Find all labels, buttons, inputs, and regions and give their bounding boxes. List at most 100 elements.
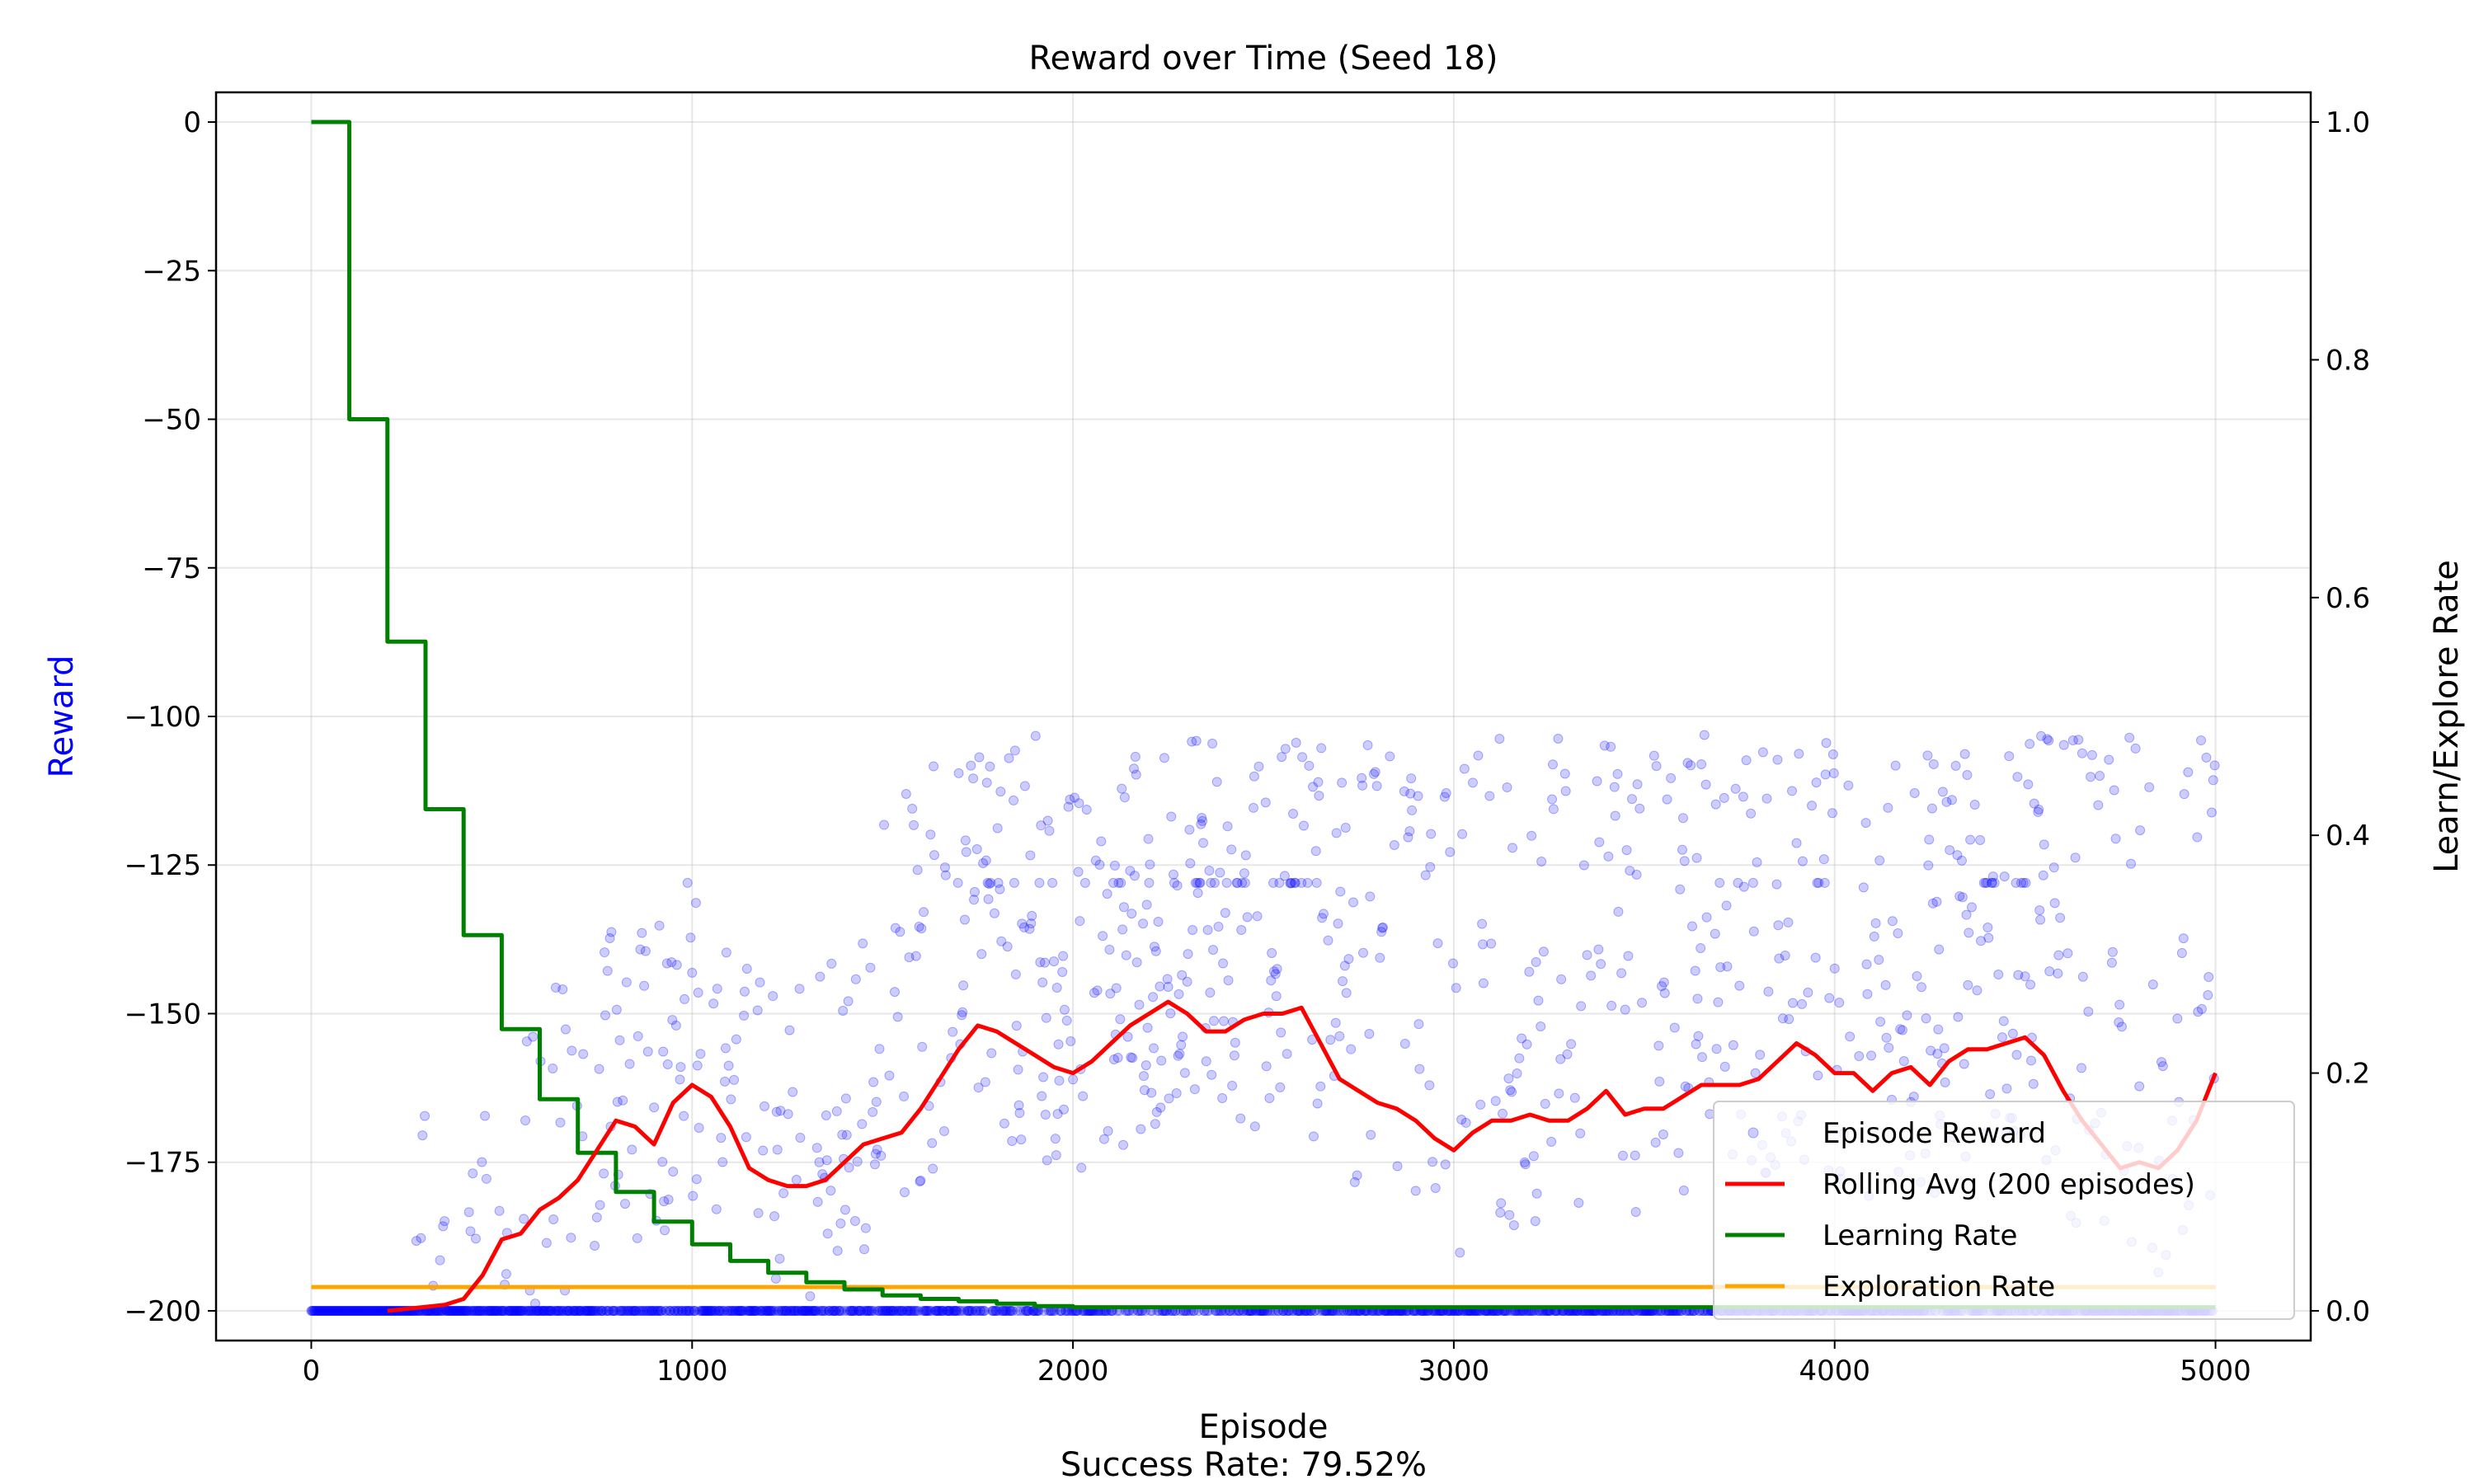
episode-reward-point bbox=[750, 1305, 761, 1316]
episode-reward-point bbox=[887, 1305, 897, 1316]
episode-reward-point bbox=[1065, 794, 1075, 805]
episode-reward-point bbox=[1174, 1049, 1185, 1059]
episode-reward-point bbox=[1051, 1150, 1061, 1161]
episode-reward-point bbox=[896, 1305, 906, 1316]
episode-reward-point bbox=[905, 1305, 916, 1316]
episode-reward-point bbox=[1651, 761, 1662, 772]
episode-reward-point bbox=[1024, 923, 1035, 934]
episode-reward-point bbox=[1498, 1108, 1508, 1119]
episode-reward-point bbox=[1018, 922, 1029, 932]
episode-reward-point bbox=[981, 855, 991, 866]
episode-reward-point bbox=[640, 1305, 651, 1316]
episode-reward-point bbox=[1734, 980, 1745, 991]
episode-reward-point bbox=[984, 879, 995, 890]
episode-reward-point bbox=[1478, 978, 1489, 989]
episode-reward-point bbox=[924, 1305, 935, 1316]
episode-reward-point bbox=[644, 1305, 655, 1316]
episode-reward-point bbox=[1035, 957, 1046, 968]
episode-reward-point bbox=[317, 1305, 328, 1316]
episode-reward-point bbox=[964, 1305, 975, 1316]
episode-reward-point bbox=[2093, 800, 2104, 810]
episode-reward-point bbox=[1286, 878, 1297, 889]
episode-reward-point bbox=[369, 1305, 380, 1316]
episode-reward-point bbox=[350, 1305, 360, 1316]
episode-reward-point bbox=[992, 823, 1003, 834]
episode-reward-point bbox=[826, 958, 837, 969]
episode-reward-point bbox=[597, 1305, 608, 1316]
episode-reward-point bbox=[962, 1305, 973, 1316]
episode-reward-point bbox=[711, 1204, 722, 1214]
x-tick-label: 2000 bbox=[1037, 1355, 1109, 1388]
episode-reward-point bbox=[2070, 852, 2081, 863]
episode-reward-point bbox=[671, 960, 682, 970]
episode-reward-point bbox=[1750, 1068, 1761, 1078]
episode-reward-point bbox=[488, 1305, 499, 1316]
episode-reward-point bbox=[1494, 734, 1505, 744]
episode-reward-point bbox=[722, 1305, 732, 1316]
episode-reward-point bbox=[750, 1305, 760, 1316]
episode-reward-point bbox=[2156, 1057, 2166, 1068]
episode-reward-point bbox=[1169, 877, 1179, 888]
episode-reward-point bbox=[1860, 818, 1871, 829]
episode-reward-point bbox=[2042, 734, 2053, 744]
episode-reward-point bbox=[638, 1305, 649, 1316]
episode-reward-point bbox=[1866, 1050, 1877, 1061]
episode-reward-point bbox=[1297, 752, 1308, 763]
episode-reward-point bbox=[1217, 1092, 1228, 1103]
episode-reward-point bbox=[2179, 789, 2189, 800]
episode-reward-point bbox=[1710, 928, 1720, 939]
episode-reward-point bbox=[2124, 732, 2135, 743]
episode-reward-point bbox=[537, 1305, 548, 1316]
episode-reward-point bbox=[1236, 925, 1247, 936]
episode-reward-point bbox=[715, 1305, 726, 1316]
episode-reward-point bbox=[1824, 993, 1835, 1003]
episode-reward-point bbox=[558, 1305, 569, 1316]
episode-reward-point bbox=[914, 921, 924, 932]
episode-reward-point bbox=[642, 1046, 653, 1057]
episode-reward-point bbox=[1037, 977, 1048, 988]
episode-reward-point bbox=[347, 1305, 358, 1316]
y-tick-label: −75 bbox=[142, 552, 201, 585]
episode-reward-point bbox=[809, 1305, 820, 1316]
episode-reward-point bbox=[617, 1305, 628, 1316]
episode-reward-point bbox=[1036, 820, 1047, 831]
episode-reward-point bbox=[858, 938, 868, 949]
episode-reward-point bbox=[740, 986, 750, 997]
episode-reward-point bbox=[928, 1163, 938, 1174]
episode-reward-point bbox=[1047, 877, 1058, 888]
episode-reward-point bbox=[969, 895, 980, 905]
episode-reward-point bbox=[1185, 858, 1196, 869]
episode-reward-point bbox=[810, 1305, 821, 1316]
episode-reward-point bbox=[870, 1148, 881, 1159]
episode-reward-point bbox=[1128, 763, 1139, 774]
episode-reward-point bbox=[501, 1269, 511, 1280]
episode-reward-point bbox=[515, 1305, 525, 1316]
episode-reward-point bbox=[999, 1305, 1010, 1316]
episode-reward-point bbox=[1771, 879, 1782, 890]
episode-reward-point bbox=[1375, 952, 1385, 963]
y2-tick-label: 0.4 bbox=[2326, 819, 2370, 852]
episode-reward-point bbox=[1520, 1159, 1531, 1170]
episode-reward-point bbox=[524, 1305, 534, 1316]
episode-reward-point bbox=[322, 1305, 333, 1316]
episode-reward-point bbox=[831, 1106, 842, 1116]
episode-reward-point bbox=[934, 1305, 945, 1316]
episode-reward-point bbox=[2073, 735, 2084, 745]
episode-reward-point bbox=[824, 1305, 835, 1316]
episode-reward-point bbox=[714, 1305, 725, 1316]
episode-reward-point bbox=[650, 1305, 661, 1316]
episode-reward-point bbox=[877, 1305, 888, 1316]
episode-reward-point bbox=[1445, 847, 1456, 857]
episode-reward-point bbox=[566, 1233, 576, 1243]
episode-reward-point bbox=[1983, 932, 1994, 943]
episode-reward-point bbox=[1040, 1110, 1051, 1120]
episode-reward-point bbox=[796, 1305, 807, 1316]
episode-reward-point bbox=[1190, 877, 1201, 888]
episode-reward-point bbox=[480, 1111, 491, 1121]
episode-reward-point bbox=[496, 1305, 506, 1316]
episode-reward-point bbox=[371, 1305, 382, 1316]
episode-reward-point bbox=[1304, 760, 1315, 771]
episode-reward-point bbox=[551, 1305, 562, 1316]
episode-reward-point bbox=[961, 847, 971, 857]
